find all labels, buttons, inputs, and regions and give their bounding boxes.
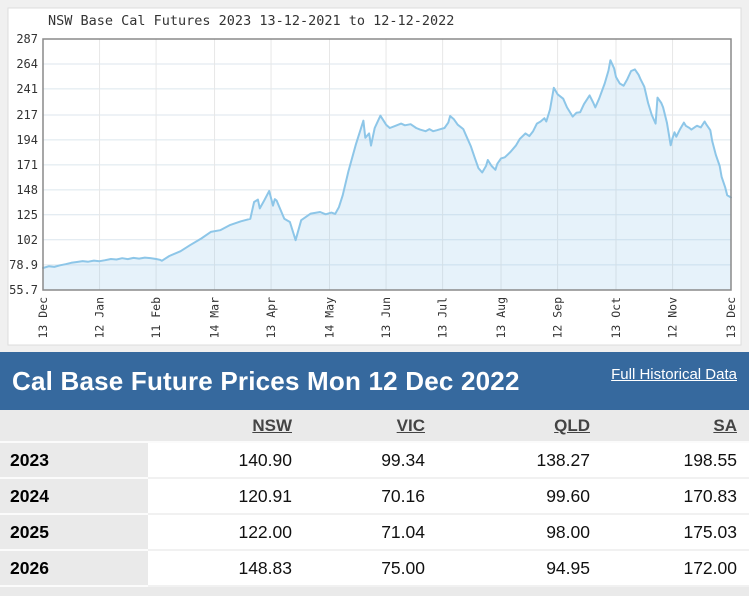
x-tick-label: 13 Dec bbox=[724, 297, 738, 339]
x-tick-label: 14 May bbox=[323, 297, 337, 339]
table-footer-strip bbox=[0, 587, 749, 596]
price-row-2026: 2026 148.83 75.00 94.95 172.00 bbox=[0, 551, 749, 587]
x-tick-label: 13 Jun bbox=[379, 297, 393, 339]
y-tick-label: 102 bbox=[16, 233, 38, 247]
price-2023-nsw: 140.90 bbox=[148, 443, 304, 479]
column-header-vic[interactable]: VIC bbox=[304, 410, 437, 443]
y-tick-label: 287 bbox=[16, 32, 38, 46]
y-tick-label: 148 bbox=[16, 183, 38, 197]
plot-border bbox=[42, 38, 732, 291]
price-area bbox=[43, 60, 731, 291]
price-line bbox=[42, 59, 732, 269]
price-row-2023: 2023 140.90 99.34 138.27 198.55 bbox=[0, 443, 749, 479]
futures-price-table: NSW VIC QLD SA 2023 140.90 99.34 138.27 198.55 20… bbox=[0, 410, 749, 587]
year-cell-2025: 2025 bbox=[0, 515, 148, 551]
price-2023-qld: 138.27 bbox=[437, 443, 602, 479]
x-tick-label: 11 Feb bbox=[149, 297, 163, 339]
price-2026-qld: 94.95 bbox=[437, 551, 602, 587]
x-tick-label: 12 Nov bbox=[666, 297, 680, 339]
column-header-label[interactable]: QLD bbox=[554, 415, 590, 435]
price-2024-qld: 99.60 bbox=[437, 479, 602, 515]
x-tick-label: 12 Jan bbox=[93, 297, 107, 339]
column-header-nsw[interactable]: NSW bbox=[148, 410, 304, 443]
y-tick-label: 125 bbox=[16, 208, 38, 222]
price-2024-vic: 70.16 bbox=[304, 479, 437, 515]
y-tick-label: 55.7 bbox=[9, 283, 38, 297]
price-row-2024: 2024 120.91 70.16 99.60 170.83 bbox=[0, 479, 749, 515]
x-tick-label: 13 Dec bbox=[36, 297, 50, 339]
price-2026-sa: 172.00 bbox=[602, 551, 749, 587]
price-2025-sa: 175.03 bbox=[602, 515, 749, 551]
y-tick-label: 171 bbox=[16, 158, 38, 172]
price-2026-nsw: 148.83 bbox=[148, 551, 304, 587]
y-tick-label: 78.9 bbox=[9, 258, 38, 272]
column-header-label[interactable]: NSW bbox=[252, 415, 292, 435]
chart-title: NSW Base Cal Futures 2023 13-12-2021 to … bbox=[48, 13, 454, 29]
chart-section: 287 264 241 217 194 171 148 125 102 78.9 55.7 13 De… bbox=[7, 7, 742, 346]
x-tick-label: 13 Jul bbox=[436, 297, 450, 339]
price-2025-qld: 98.00 bbox=[437, 515, 602, 551]
table-header-row: NSW VIC QLD SA bbox=[0, 410, 749, 443]
year-cell-2026: 2026 bbox=[0, 551, 148, 587]
y-tick-label: 241 bbox=[16, 82, 38, 96]
x-tick-label: 13 Aug bbox=[494, 297, 508, 339]
column-header-qld[interactable]: QLD bbox=[437, 410, 602, 443]
table-title-bar: Cal Base Future Prices Mon 12 Dec 2022 F… bbox=[0, 352, 749, 410]
year-cell-2024: 2024 bbox=[0, 479, 148, 515]
full-historical-data-link[interactable]: Full Historical Data bbox=[611, 365, 737, 383]
column-header-label[interactable]: SA bbox=[713, 415, 737, 435]
price-2026-vic: 75.00 bbox=[304, 551, 437, 587]
x-tick-label: 13 Oct bbox=[609, 297, 623, 339]
y-tick-label: 194 bbox=[16, 133, 38, 147]
price-2024-sa: 170.83 bbox=[602, 479, 749, 515]
column-header-label[interactable]: VIC bbox=[396, 415, 425, 435]
y-tick-label: 217 bbox=[16, 108, 38, 122]
x-tick-label: 14 Mar bbox=[208, 297, 222, 339]
price-2024-nsw: 120.91 bbox=[148, 479, 304, 515]
price-2023-vic: 99.34 bbox=[304, 443, 437, 479]
price-2025-nsw: 122.00 bbox=[148, 515, 304, 551]
corner-cell bbox=[0, 410, 148, 443]
column-header-sa[interactable]: SA bbox=[602, 410, 749, 443]
price-2023-sa: 198.55 bbox=[602, 443, 749, 479]
x-tick-label: 12 Sep bbox=[551, 297, 565, 339]
table-title: Cal Base Future Prices Mon 12 Dec 2022 bbox=[12, 365, 520, 396]
price-row-2025: 2025 122.00 71.04 98.00 175.03 bbox=[0, 515, 749, 551]
y-tick-label: 264 bbox=[16, 57, 38, 71]
year-cell-2023: 2023 bbox=[0, 443, 148, 479]
x-tick-label: 13 Apr bbox=[264, 297, 278, 339]
price-2025-vic: 71.04 bbox=[304, 515, 437, 551]
